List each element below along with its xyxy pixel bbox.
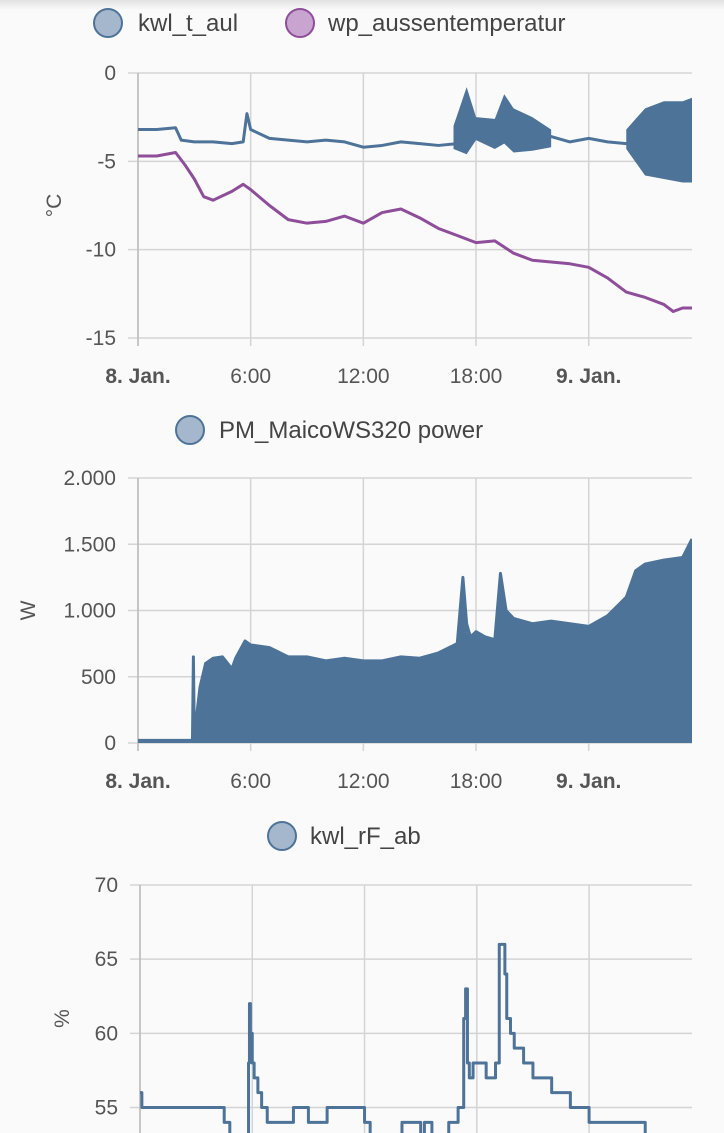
x-tick-label: 8. Jan. bbox=[105, 365, 170, 388]
y-tick-label: 65 bbox=[95, 948, 118, 971]
y-tick-label: 0 bbox=[104, 62, 116, 85]
legend-label: kwl_rF_ab bbox=[310, 823, 421, 850]
temperature-chart: 0 -5 -10 -15 8. Jan. 6:00 12:00 18:00 9. Jan. °C k… bbox=[43, 8, 692, 388]
y-axis-label: % bbox=[51, 1009, 74, 1028]
y-tick-label: -10 bbox=[86, 239, 116, 262]
y-tick-label: -5 bbox=[97, 150, 116, 173]
x-tick-label: 9. Jan. bbox=[556, 770, 621, 793]
y-tick-label: 2.000 bbox=[63, 467, 116, 490]
y-tick-label: 70 bbox=[95, 874, 118, 897]
x-tick-label: 6:00 bbox=[230, 365, 271, 388]
top-shadow bbox=[0, 0, 724, 10]
legend-marker bbox=[285, 8, 315, 38]
y-tick-label: 0 bbox=[104, 732, 116, 755]
legend-label: kwl_t_aul bbox=[138, 10, 238, 37]
humidity-chart: 70 65 60 55% kwl_rF_ab bbox=[51, 821, 692, 1133]
plot-area bbox=[138, 538, 692, 743]
series-area-PM_MaicoWS320 power bbox=[138, 538, 692, 743]
x-tick-label: 18:00 bbox=[450, 770, 503, 793]
series-line-kwl_rF_ab bbox=[140, 942, 647, 1133]
x-tick-label: 12:00 bbox=[337, 365, 390, 388]
y-tick-label: -15 bbox=[86, 327, 116, 350]
y-tick-label: 60 bbox=[95, 1022, 118, 1045]
x-tick-label: 6:00 bbox=[230, 770, 271, 793]
plot-area bbox=[140, 942, 647, 1133]
x-tick-label: 12:00 bbox=[337, 770, 390, 793]
power-chart: 2.000 1.500 1.000 500 0 8. Jan. 6:00 12:00 18:00… bbox=[17, 415, 692, 793]
x-tick-label: 9. Jan. bbox=[556, 365, 621, 388]
series-band-kwl_t_aul bbox=[453, 87, 552, 155]
x-tick-label: 8. Jan. bbox=[105, 770, 170, 793]
y-tick-label: 55 bbox=[95, 1097, 118, 1120]
plot-area bbox=[138, 87, 692, 313]
y-tick-label: 1.000 bbox=[63, 600, 116, 623]
series-line-kwl_t_aul bbox=[138, 112, 692, 149]
legend-marker bbox=[175, 415, 205, 445]
legend-marker bbox=[267, 821, 297, 851]
legend-marker bbox=[93, 8, 123, 38]
series-line-wp_aussentemperatur bbox=[138, 151, 692, 313]
legend-label: wp_aussentemperatur bbox=[327, 10, 565, 37]
y-tick-label: 500 bbox=[81, 666, 116, 689]
y-axis-label: °C bbox=[43, 194, 66, 218]
y-axis-label: W bbox=[17, 600, 40, 620]
y-tick-label: 1.500 bbox=[63, 533, 116, 556]
x-tick-label: 18:00 bbox=[450, 365, 503, 388]
legend-label: PM_MaicoWS320 power bbox=[219, 417, 483, 444]
series-line-PM_MaicoWS320 power bbox=[138, 538, 692, 742]
